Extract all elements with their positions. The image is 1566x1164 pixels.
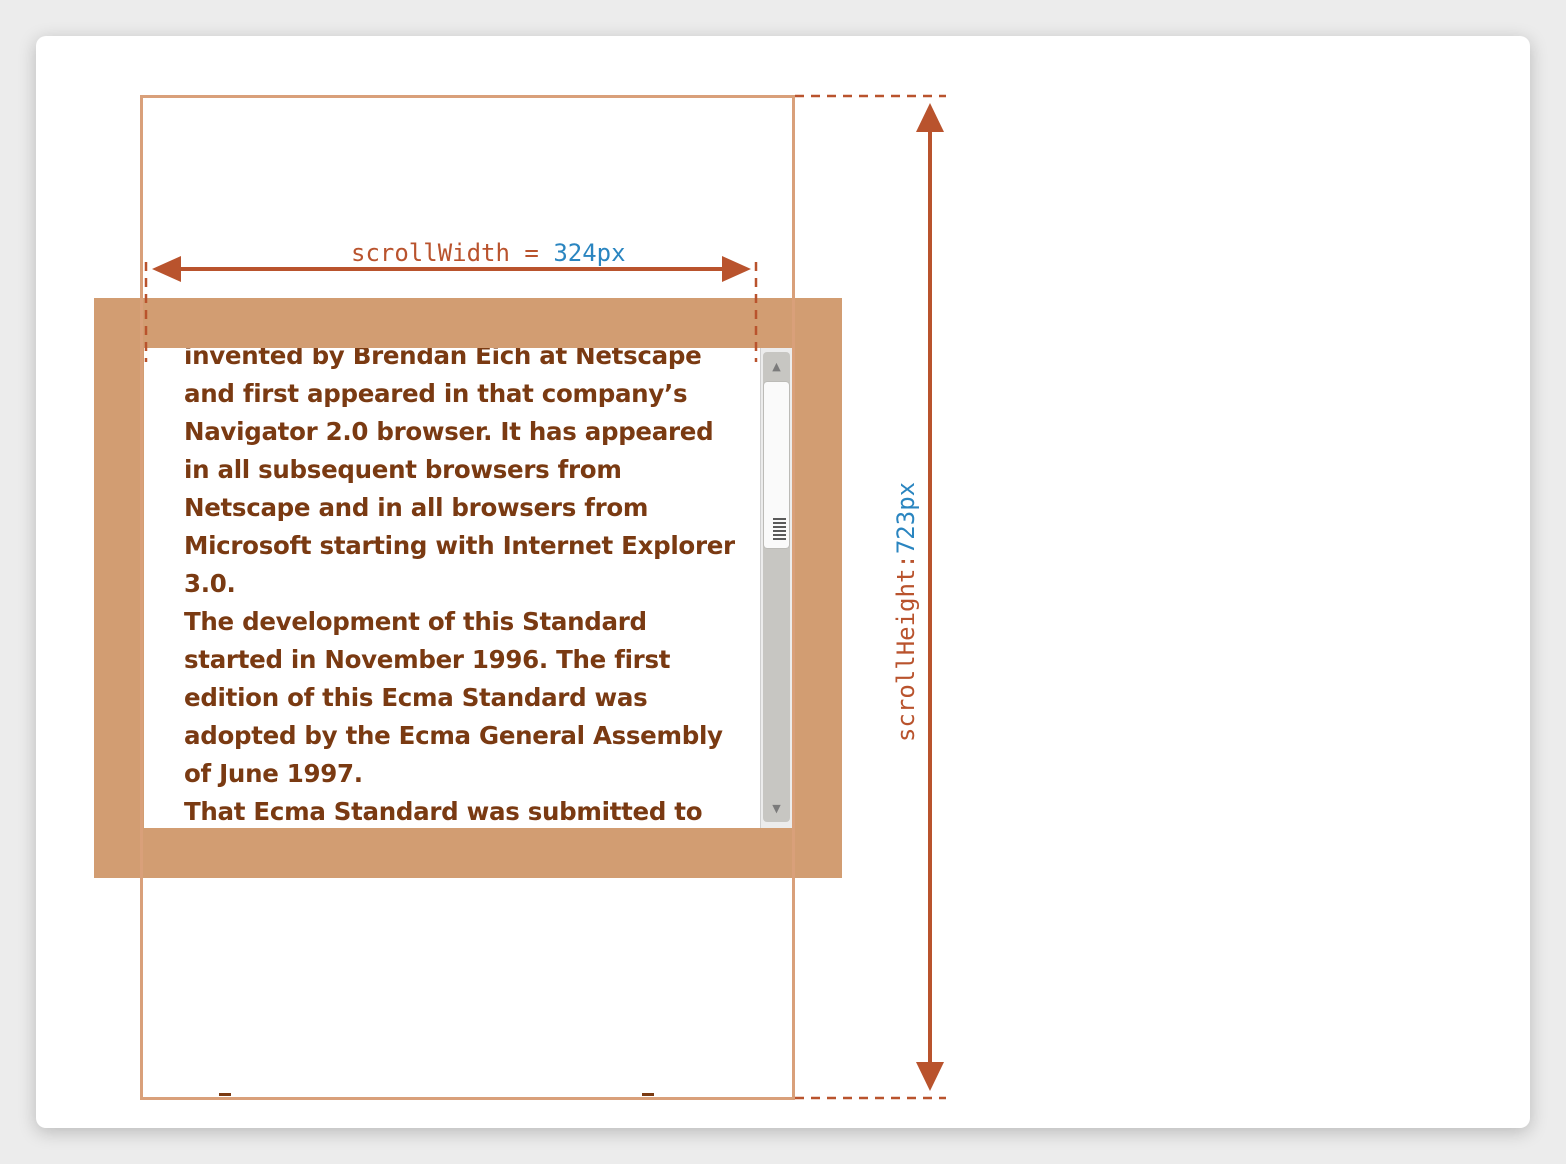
scrollable-content-area[interactable]: invented by Brendan Eich at Netscape and… bbox=[144, 348, 760, 828]
vertical-scrollbar[interactable]: ▲ ▼ bbox=[760, 348, 792, 828]
arrow-up-icon bbox=[916, 103, 944, 132]
scroll-width-value: 324px bbox=[553, 239, 625, 267]
scroll-height-label: scrollHeight:723px bbox=[892, 482, 920, 742]
scroll-width-name: scrollWidth bbox=[351, 239, 510, 267]
scroll-height-value: 723px bbox=[892, 482, 920, 554]
text-line: edition of this Ecma Standard was bbox=[184, 683, 648, 712]
text-line: 3.0. bbox=[184, 569, 236, 598]
scroll-up-icon[interactable]: ▲ bbox=[772, 360, 781, 373]
text-line: invented by Brendan Eich at Netscape bbox=[184, 348, 702, 370]
scroll-down-icon[interactable]: ▼ bbox=[772, 802, 781, 815]
hidden-text-fragment bbox=[642, 1093, 654, 1096]
text-line: of June 1997. bbox=[184, 759, 363, 788]
grip-icon bbox=[773, 518, 786, 540]
scroll-width-operator: = bbox=[510, 239, 553, 267]
text-line: Netscape and in all browsers from bbox=[184, 493, 649, 522]
arrow-left-icon bbox=[152, 256, 181, 282]
scroll-height-name: scrollHeight: bbox=[892, 554, 920, 742]
arrow-right-icon bbox=[722, 256, 751, 282]
text-line: started in November 1996. The first bbox=[184, 645, 671, 674]
text-line: and first appeared in that company’s bbox=[184, 379, 688, 408]
text-line: That Ecma Standard was submitted to bbox=[184, 797, 703, 826]
text-line: Navigator 2.0 browser. It has appeared bbox=[184, 417, 714, 446]
scroll-thumb[interactable] bbox=[764, 382, 789, 548]
scroll-width-label: scrollWidth = 324px bbox=[351, 239, 626, 267]
content-text: invented by Brendan Eich at Netscape and… bbox=[184, 348, 760, 828]
text-line: Microsoft starting with Internet Explore… bbox=[184, 531, 735, 560]
hidden-text-fragment bbox=[219, 1093, 231, 1096]
arrow-down-icon bbox=[916, 1062, 944, 1091]
text-line: The development of this Standard bbox=[184, 607, 647, 636]
text-line: adopted by the Ecma General Assembly bbox=[184, 721, 723, 750]
scroll-area-outline bbox=[140, 95, 795, 1100]
text-line: in all subsequent browsers from bbox=[184, 455, 622, 484]
